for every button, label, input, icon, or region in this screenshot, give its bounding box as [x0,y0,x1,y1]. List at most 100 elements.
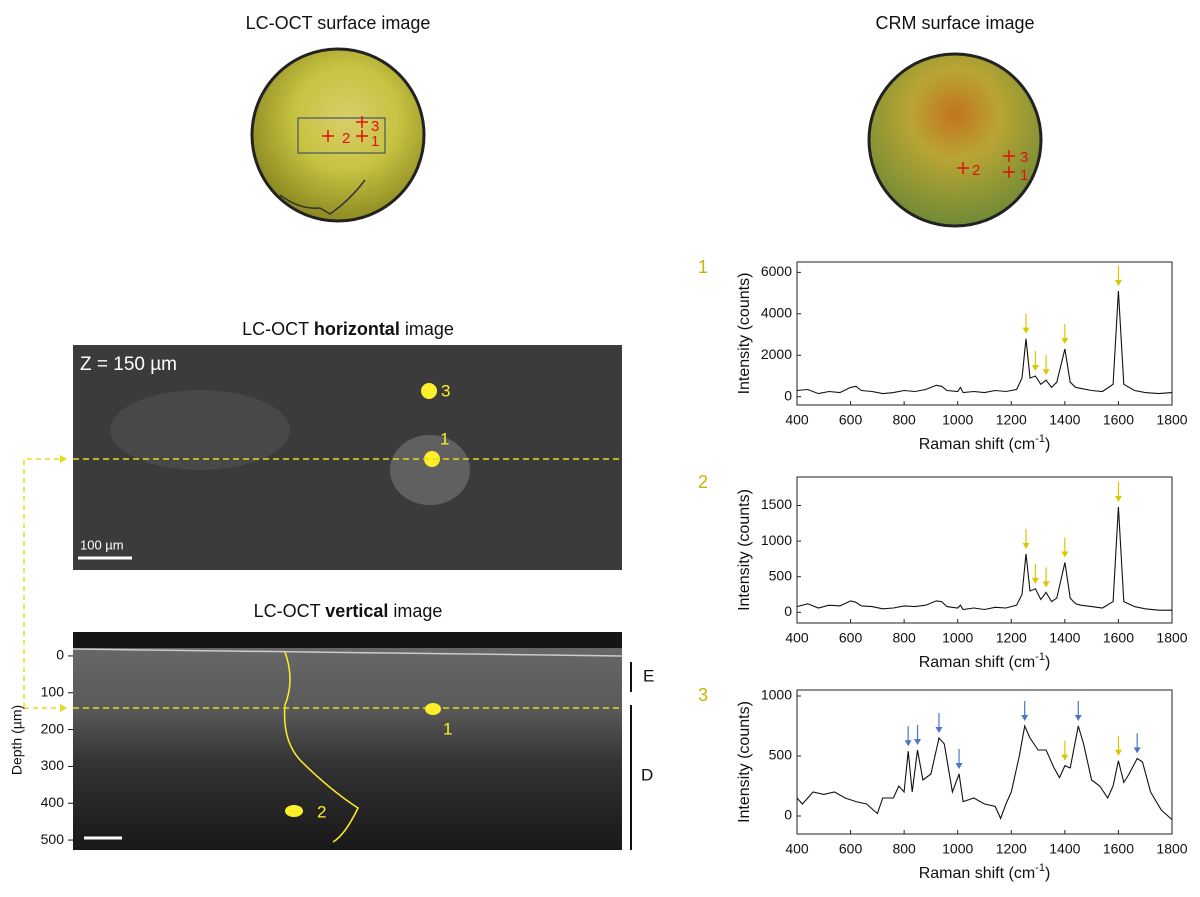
point-label: 3 [441,381,450,400]
x-tick-label: 800 [892,412,916,428]
point-label: 1 [443,719,452,738]
peak-arrow [1031,350,1039,371]
point-label: 1 [1020,167,1028,184]
plot-area [796,261,1173,406]
plot-area [796,689,1173,835]
arrow-head [1133,747,1141,754]
label-part: Raman shift (cm [919,865,1035,882]
y-axis-label: Intensity (counts) [736,701,753,823]
x-tick-label: 1000 [942,412,973,428]
point-label: 1 [371,133,379,150]
y-tick-label: 1500 [761,496,792,512]
depth-tick-label: 100 [41,683,65,699]
x-tick-label: 800 [892,841,916,857]
title: LC-OCT vertical image [254,601,443,621]
panel-label: 2 [698,472,708,492]
arrow-head [1061,551,1069,558]
connector [23,458,60,708]
y-tick-label: 0 [784,387,792,403]
arrow-head [1022,327,1030,334]
peak-arrow [904,726,912,747]
peak-arrow [1042,567,1050,588]
arrow-head [1074,715,1082,721]
y-tick-label: 500 [769,567,793,583]
peak-arrow [1074,701,1082,721]
scale-label: 100 µm [80,537,124,552]
x-tick-label: 1600 [1103,841,1134,857]
x-tick-label: 600 [839,841,863,857]
arrow-head [1042,581,1050,588]
peak-arrow [1042,355,1050,376]
depth-tick-label: 200 [41,720,65,736]
arrow-head [1022,542,1030,549]
arrow-head [1114,280,1122,287]
label-part: Raman shift (cm [919,436,1035,453]
air [73,632,622,648]
label-part: -1 [1035,862,1045,874]
vertical-image [73,632,622,850]
point-label: 2 [317,802,326,821]
arrow-head [1114,749,1122,756]
x-tick-label: 800 [892,630,916,646]
title-part: horizontal [314,319,400,339]
title: CRM surface image [875,13,1034,33]
x-tick-label: 400 [785,841,809,857]
panel-label: 3 [698,685,708,705]
roi [297,117,386,154]
x-axis-label: Raman shift (cm-1) [919,433,1051,453]
label-part: ) [1045,654,1050,671]
y-axis-label: Intensity (counts) [736,273,753,395]
peak-arrow [1022,313,1030,334]
point-label: 3 [371,118,379,135]
arrow-head [914,739,922,745]
x-tick-label: 1200 [996,630,1027,646]
label-part: -1 [1035,433,1045,445]
point-label: 1 [440,429,449,448]
surface [72,648,623,657]
y-tick-label: 2000 [761,346,792,362]
surface-image [250,47,426,223]
arrow-head [1042,369,1050,376]
contour [279,179,366,215]
plot-area [796,476,1173,624]
peak-arrow [1031,563,1039,584]
x-tick-label: 1600 [1103,630,1134,646]
point [425,703,441,715]
peak-arrow [1022,528,1030,549]
panel-label: 1 [698,257,708,277]
y-tick-label: 1000 [761,532,792,548]
y-tick-label: 0 [784,603,792,619]
spectrum [796,290,1173,395]
arrow-head [935,727,943,733]
y-axis-label: Intensity (counts) [736,489,753,611]
arrow-head [904,740,912,747]
arrow-head [1031,577,1039,584]
title: LC-OCT horizontal image [242,319,454,339]
title-part: image [388,601,442,621]
depth-tick-label: 500 [41,831,65,847]
peak-arrow [1021,701,1029,721]
label-part: ) [1045,436,1050,453]
y-tick-label: 0 [784,807,792,823]
title-part: vertical [325,601,388,621]
label-part: Raman shift (cm [919,654,1035,671]
x-tick-label: 1800 [1156,630,1187,646]
point-label: 3 [1020,149,1028,166]
peak-arrow [1133,733,1141,754]
x-tick-label: 1800 [1156,412,1187,428]
arrow-head [1061,754,1069,761]
title-part: LC-OCT [242,319,314,339]
point [421,383,437,399]
y-tick-label: 500 [769,747,793,763]
bright-area [390,435,470,505]
peak-arrow [1061,740,1069,761]
y-tick-label: 6000 [761,263,792,279]
texture [110,390,290,470]
depth-label: Z = 150 µm [80,354,177,375]
arrow-head [1114,495,1122,502]
crosses [322,116,368,142]
x-tick-label: 1200 [996,412,1027,428]
x-tick-label: 1400 [1049,841,1080,857]
depth-tick-label: 300 [41,757,65,773]
